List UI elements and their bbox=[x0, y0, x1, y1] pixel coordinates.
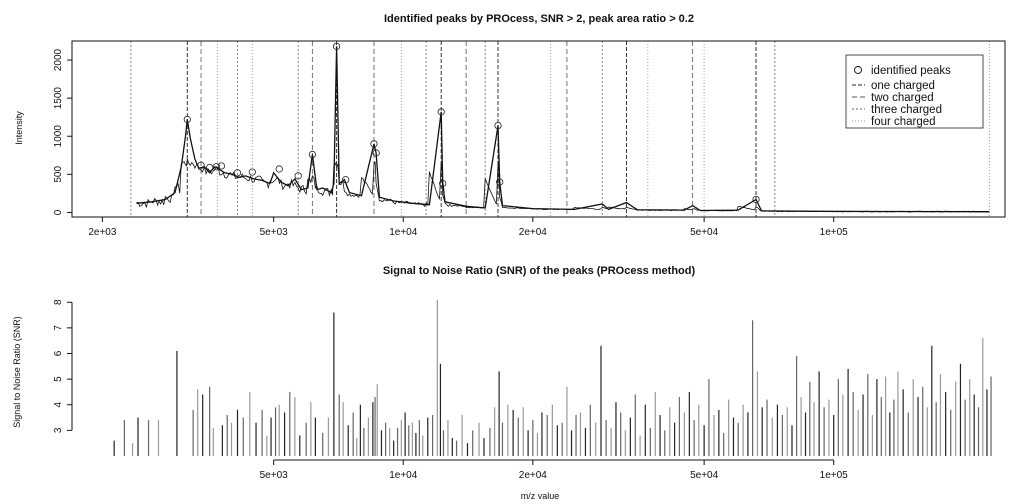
snr-chart-title: Signal to Noise Ratio (SNR) of the peaks… bbox=[383, 265, 696, 277]
x-tick-label: 1e+04 bbox=[389, 227, 418, 238]
x-tick-label: 1e+05 bbox=[820, 470, 849, 481]
intensity-plot-frame bbox=[71, 40, 1006, 218]
peak-marker bbox=[496, 178, 504, 186]
intensity-y-label: Intensity bbox=[14, 111, 24, 145]
snr-y-label: Signal to Noise Ratio (SNR) bbox=[12, 316, 22, 428]
y-tick-label: 500 bbox=[53, 166, 64, 183]
x-tick-label: 5e+03 bbox=[260, 470, 289, 481]
y-tick-label: 6 bbox=[53, 350, 64, 356]
x-tick-label: 1e+04 bbox=[389, 470, 418, 481]
spectrum-noise bbox=[136, 158, 988, 213]
peak-marker bbox=[275, 165, 283, 173]
peak-marker bbox=[212, 163, 220, 171]
spectrum-line bbox=[136, 46, 990, 213]
peak-marker bbox=[183, 115, 191, 124]
peak-marker bbox=[437, 108, 445, 116]
x-tick-label: 5e+04 bbox=[690, 470, 719, 481]
legend-peak-marker bbox=[854, 66, 862, 74]
legend-three-charged: three charged bbox=[871, 104, 942, 116]
peak-marker bbox=[233, 169, 242, 177]
y-tick-label: 8 bbox=[53, 299, 64, 305]
identified-peak-markers bbox=[136, 42, 988, 213]
x-tick-label: 5e+04 bbox=[690, 227, 719, 238]
y-tick-label: 3 bbox=[53, 427, 64, 433]
y-tick-label: 1500 bbox=[53, 87, 64, 110]
legend-one-charged: one charged bbox=[871, 80, 935, 92]
intensity-chart-title: Identified peaks by PROcess, SNR > 2, pe… bbox=[384, 13, 694, 25]
snr-bars bbox=[113, 299, 992, 456]
peak-marker bbox=[370, 140, 378, 148]
y-tick-label: 4 bbox=[53, 402, 64, 408]
peak-marker bbox=[197, 161, 205, 169]
peak-marker bbox=[332, 42, 341, 50]
intensity-chart: Identified peaks by PROcess, SNR > 2, pe… bbox=[14, 13, 1006, 238]
y-tick-label: 7 bbox=[53, 325, 64, 331]
y-tick-label: 2000 bbox=[53, 48, 64, 71]
legend-identified-peaks: identified peaks bbox=[871, 65, 951, 77]
y-tick-label: 1000 bbox=[53, 125, 64, 148]
peak-marker bbox=[752, 195, 760, 204]
legend-four-charged: four charged bbox=[871, 116, 936, 128]
y-tick-label: 0 bbox=[53, 209, 64, 215]
charge-lines bbox=[130, 41, 990, 217]
peak-marker bbox=[294, 172, 302, 180]
legend-two-charged: two charged bbox=[871, 92, 934, 104]
x-tick-label: 2e+04 bbox=[519, 470, 548, 481]
snr-chart: Signal to Noise Ratio (SNR) of the peaks… bbox=[12, 265, 992, 501]
peak-marker bbox=[372, 149, 380, 157]
intensity-axes: 2e+03 5e+03 1e+04 2e+04 5e+04 1e+05 0 500 1000 15… bbox=[53, 48, 848, 238]
snr-axes: 5e+03 1e+04 2e+04 5e+04 1e+05 3 4 5 6 7 8 bbox=[53, 299, 848, 481]
x-tick-label: 1e+05 bbox=[820, 227, 849, 238]
peak-marker bbox=[248, 168, 256, 176]
legend-box bbox=[845, 54, 984, 129]
snr-x-label: m/z value bbox=[521, 491, 560, 501]
peak-marker bbox=[217, 162, 225, 170]
y-tick-label: 5 bbox=[53, 376, 64, 382]
peak-marker bbox=[494, 121, 502, 130]
peak-marker bbox=[439, 179, 447, 188]
peak-marker bbox=[308, 150, 316, 159]
x-tick-label: 2e+04 bbox=[519, 227, 548, 238]
peak-marker bbox=[342, 176, 350, 184]
legend: identified peaks one charged two charged… bbox=[845, 54, 984, 129]
peak-marker bbox=[206, 163, 214, 172]
x-tick-label: 2e+03 bbox=[88, 227, 117, 238]
x-tick-label: 5e+03 bbox=[260, 227, 289, 238]
